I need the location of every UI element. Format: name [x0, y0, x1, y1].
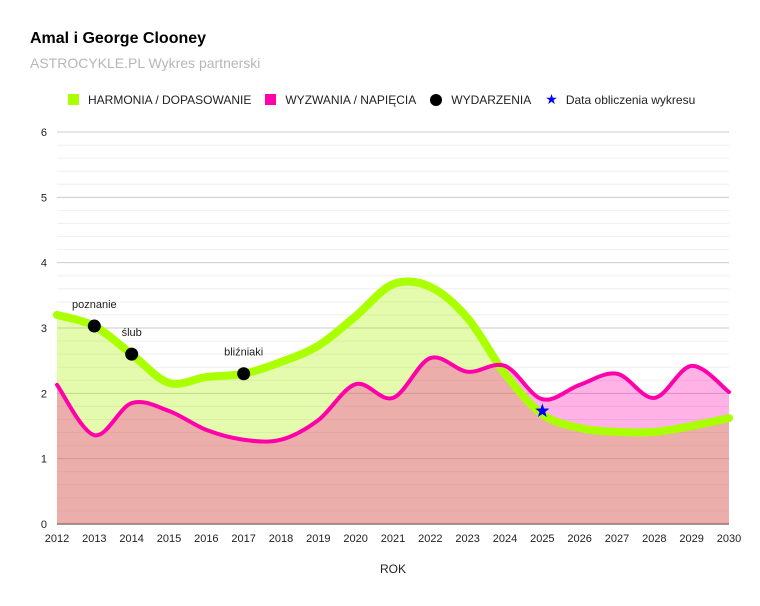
x-tick-label: 2029: [679, 533, 703, 545]
x-tick-label: 2020: [343, 533, 367, 545]
x-tick-label: 2030: [717, 533, 741, 545]
y-tick-label: 2: [41, 388, 47, 400]
x-tick-label: 2017: [231, 533, 255, 545]
legend: HARMONIA / DOPASOWANIE WYZWANIA / NAPIĘC…: [68, 91, 709, 108]
y-tick-label: 1: [41, 454, 47, 466]
challenges-area: [57, 357, 729, 524]
y-tick-label: 0: [41, 519, 47, 531]
event-point: [125, 347, 139, 361]
event-dot-icon: [430, 93, 443, 106]
event-label: bliźniaki: [224, 347, 263, 359]
event-point: [87, 319, 101, 333]
legend-item-calc-date[interactable]: ★ Data obliczenia wykresu: [545, 91, 695, 108]
star-icon: ★: [545, 91, 558, 107]
legend-label: WYZWANIA / NAPIĘCIA: [285, 92, 417, 107]
legend-item-harmony[interactable]: HARMONIA / DOPASOWANIE: [68, 93, 251, 107]
calc-date-star-icon: [535, 403, 550, 418]
x-tick-label: 2019: [306, 533, 330, 545]
challenges-line: [55, 355, 731, 444]
harmony-line: [53, 277, 733, 437]
x-tick-label: 2024: [493, 533, 517, 545]
chart-subtitle: ASTROCYKLE.PL Wykres partnerski: [30, 55, 261, 71]
challenges-swatch-icon: [265, 94, 277, 105]
event-label: ślub: [122, 327, 142, 339]
y-tick-label: 5: [41, 192, 47, 204]
x-tick-label: 2013: [82, 533, 106, 545]
legend-label: HARMONIA / DOPASOWANIE: [88, 92, 252, 107]
x-tick-label: 2018: [269, 533, 293, 545]
x-tick-label: 2012: [45, 533, 69, 545]
x-tick-label: 2015: [157, 533, 181, 545]
legend-item-challenges[interactable]: WYZWANIA / NAPIĘCIA: [265, 93, 416, 107]
event-point: [237, 367, 251, 381]
x-tick-label: 2014: [119, 533, 143, 545]
legend-label: Data obliczenia wykresu: [565, 92, 696, 107]
y-tick-label: 6: [41, 127, 47, 139]
harmony-area: [57, 281, 729, 524]
x-tick-label: 2025: [530, 533, 554, 545]
x-tick-label: 2022: [418, 533, 442, 545]
y-tick-label: 3: [41, 323, 47, 335]
x-tick-label: 2016: [194, 533, 218, 545]
legend-item-events[interactable]: WYDARZENIA: [430, 93, 531, 107]
x-tick-label: 2028: [642, 533, 666, 545]
x-tick-label: 2023: [455, 533, 479, 545]
x-tick-label: 2021: [381, 533, 405, 545]
y-tick-label: 4: [41, 258, 47, 270]
x-tick-label: 2026: [567, 533, 591, 545]
legend-label: WYDARZENIA: [451, 92, 532, 107]
harmony-swatch-icon: [68, 94, 79, 105]
x-axis-label: ROK: [380, 562, 406, 576]
event-label: poznanie: [72, 299, 117, 311]
x-tick-label: 2027: [605, 533, 629, 545]
chart-title: Amal i George Clooney: [30, 30, 207, 47]
